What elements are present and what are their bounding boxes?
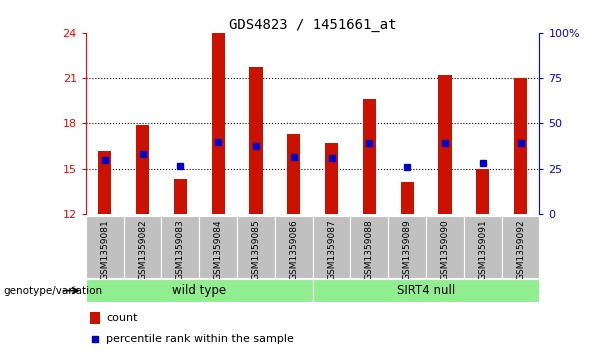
Bar — [86, 216, 124, 278]
Text: genotype/variation: genotype/variation — [3, 286, 102, 295]
Bar — [199, 216, 237, 278]
Bar — [426, 216, 464, 278]
Bar — [86, 279, 313, 302]
Text: GSM1359089: GSM1359089 — [403, 219, 412, 280]
Bar — [438, 75, 452, 214]
Bar — [173, 179, 187, 214]
Bar — [501, 216, 539, 278]
Text: GSM1359088: GSM1359088 — [365, 219, 374, 280]
Text: wild type: wild type — [172, 284, 226, 297]
Bar — [98, 151, 112, 214]
Bar — [275, 216, 313, 278]
Text: count: count — [106, 313, 138, 323]
Bar — [514, 78, 527, 214]
Bar — [237, 216, 275, 278]
Bar — [388, 216, 426, 278]
Text: GSM1359085: GSM1359085 — [251, 219, 261, 280]
Bar — [325, 143, 338, 214]
Bar — [211, 33, 225, 214]
Bar — [249, 68, 262, 214]
Bar — [313, 279, 539, 302]
Text: GSM1359083: GSM1359083 — [176, 219, 185, 280]
Text: GSM1359087: GSM1359087 — [327, 219, 336, 280]
Text: GSM1359084: GSM1359084 — [213, 219, 223, 280]
Text: GSM1359091: GSM1359091 — [478, 219, 487, 280]
Text: SIRT4 null: SIRT4 null — [397, 284, 455, 297]
Bar — [124, 216, 161, 278]
Bar — [400, 183, 414, 214]
Text: GSM1359090: GSM1359090 — [440, 219, 449, 280]
Bar — [287, 134, 300, 214]
Bar — [351, 216, 388, 278]
Bar — [363, 99, 376, 214]
Text: GSM1359081: GSM1359081 — [100, 219, 109, 280]
Bar — [313, 216, 351, 278]
Text: GSM1359092: GSM1359092 — [516, 219, 525, 280]
Title: GDS4823 / 1451661_at: GDS4823 / 1451661_at — [229, 18, 397, 32]
Text: GSM1359086: GSM1359086 — [289, 219, 299, 280]
Bar — [464, 216, 501, 278]
Text: percentile rank within the sample: percentile rank within the sample — [106, 334, 294, 344]
Text: GSM1359082: GSM1359082 — [138, 219, 147, 280]
Bar — [476, 169, 489, 214]
Bar — [161, 216, 199, 278]
Bar — [90, 312, 101, 324]
Bar — [136, 125, 149, 214]
